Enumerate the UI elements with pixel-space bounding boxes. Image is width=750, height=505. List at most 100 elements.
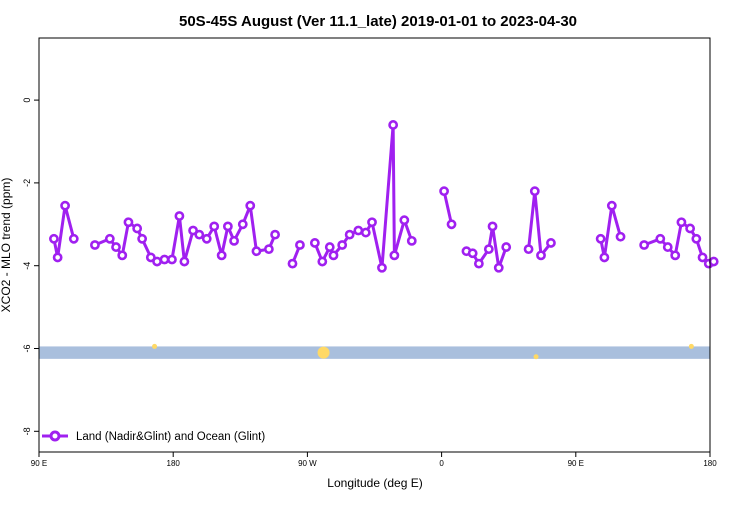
data-point [676, 217, 687, 228]
data-point [523, 244, 534, 255]
data-point [360, 227, 371, 238]
data-point [222, 221, 233, 232]
data-point [52, 252, 63, 263]
data-point [216, 250, 227, 261]
data-point [111, 242, 121, 252]
ocean-band-layer [39, 343, 710, 360]
data-point [104, 233, 115, 244]
data-point [287, 258, 298, 269]
data-point [237, 219, 248, 230]
data-point [324, 242, 335, 252]
data-point [399, 215, 410, 226]
data-point [117, 250, 128, 261]
data-point [685, 223, 696, 234]
data-point [229, 235, 239, 246]
x-tick-label: 90 W [298, 459, 317, 468]
data-point [317, 256, 328, 267]
data-point [152, 256, 162, 267]
series-line-layer [52, 123, 715, 270]
legend: Land (Nadir&Glint) and Ocean (Glint) [42, 430, 265, 443]
x-axis-label: Longitude (deg E) [327, 476, 422, 490]
data-point [487, 221, 498, 232]
data-point [473, 258, 484, 269]
data-point [529, 186, 540, 197]
data-point [406, 235, 417, 246]
y-tick-label: -4 [22, 262, 32, 270]
series-line-segment [599, 204, 622, 259]
highlight-dot [533, 354, 539, 360]
data-point [132, 223, 143, 234]
data-point [388, 120, 399, 130]
highlight-dot [317, 346, 330, 359]
data-point [194, 229, 205, 240]
data-point [337, 240, 348, 250]
data-point [599, 252, 610, 263]
data-point [708, 256, 719, 267]
data-point [137, 233, 148, 244]
series-point-layer [49, 120, 719, 273]
data-point [344, 229, 355, 240]
y-tick-label: -8 [22, 427, 32, 435]
data-point [245, 200, 256, 211]
data-point [353, 225, 364, 236]
data-point [209, 221, 220, 232]
data-point [493, 262, 504, 273]
ocean-band [39, 346, 710, 359]
data-point [595, 233, 606, 244]
x-tick-label: 90 E [31, 459, 47, 468]
data-point [446, 219, 457, 230]
data-point [691, 233, 702, 244]
data-point [536, 250, 546, 261]
series-line-segment [52, 204, 76, 259]
data-point [201, 233, 212, 244]
data-point [90, 240, 100, 250]
highlight-dot [152, 343, 158, 349]
axes: 0 -2 -4 -6 -8 90 E 180 90 W 0 90 E 180 [22, 37, 717, 468]
data-point [639, 240, 650, 250]
x-tick-label: 180 [167, 459, 181, 468]
series-line-segment [527, 189, 553, 257]
y-tick-label: -2 [22, 179, 32, 187]
data-point [606, 200, 617, 211]
data-point [159, 254, 170, 265]
data-point [483, 244, 494, 255]
data-point [670, 250, 681, 261]
data-point [389, 250, 400, 261]
data-point [309, 238, 320, 248]
series-line-segment [442, 190, 454, 225]
data-point [295, 240, 305, 250]
data-point [167, 254, 177, 265]
x-tick-label: 90 E [568, 459, 584, 468]
data-point [655, 233, 666, 244]
highlight-dot [688, 343, 694, 349]
x-tick-label: 0 [439, 459, 444, 468]
data-point [68, 233, 79, 244]
data-point [439, 186, 449, 197]
y-tick-label: 0 [22, 98, 32, 103]
data-point [49, 233, 59, 244]
legend-marker-swatch [49, 430, 61, 442]
data-point [263, 244, 274, 255]
data-point [251, 246, 262, 257]
data-point [328, 250, 339, 261]
plot-frame [38, 37, 711, 453]
data-point [377, 262, 387, 273]
y-axis-label: XCO2 - MLO trend (ppm) [0, 178, 13, 313]
x-tick-label: 180 [703, 459, 717, 468]
data-point [662, 242, 673, 252]
data-point [467, 248, 478, 259]
chart-title: 50S-45S August (Ver 11.1_late) 2019-01-0… [179, 13, 577, 30]
data-point [60, 200, 70, 211]
data-point [179, 256, 190, 267]
data-point [546, 238, 556, 248]
data-point [174, 211, 185, 221]
data-point [615, 231, 626, 242]
y-tick-label: -6 [22, 344, 32, 352]
data-point [697, 252, 708, 263]
data-point [367, 217, 377, 228]
data-point [501, 242, 512, 252]
data-point [123, 217, 134, 228]
data-point [270, 229, 280, 240]
